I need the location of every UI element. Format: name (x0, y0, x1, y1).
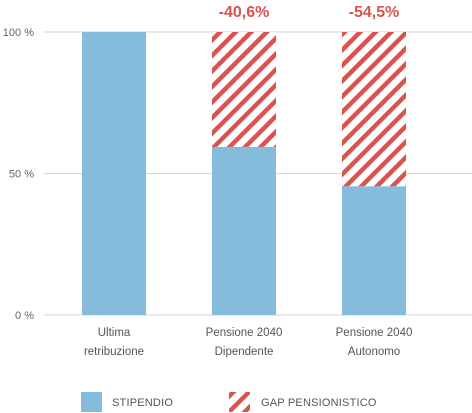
legend-swatch-gap-pensionistico (229, 392, 250, 412)
y-tick-label: 50 % (9, 169, 34, 181)
bar-gap-pensionistico (212, 32, 276, 147)
x-axis: Ultima retribuzione Pensione 2040 Dipendent… (84, 327, 412, 358)
gap-annotations: -40,6% -54,5% (219, 4, 400, 21)
legend-swatch-stipendio (81, 392, 102, 412)
legend-label-stipendio: STIPENDIO (112, 397, 173, 409)
legend-label-gap-pensionistico: GAP PENSIONISTICO (261, 397, 377, 409)
gap-percent-label: -54,5% (349, 4, 400, 21)
category-label: retribuzione (84, 346, 144, 358)
category-label: Pensione 2040 (336, 327, 413, 339)
bar-stipendio (342, 186, 406, 315)
gap-percent-label: -40,6% (219, 4, 270, 21)
category-label: Dipendente (215, 346, 274, 358)
bar-gap-pensionistico (342, 32, 406, 187)
y-tick-label: 0 % (15, 310, 34, 322)
category-label: Ultima (98, 327, 131, 339)
bar-stipendio (212, 146, 276, 315)
y-axis: 0 % 50 % 100 % (3, 27, 34, 322)
y-tick-label: 100 % (3, 27, 34, 39)
category-label: Pensione 2040 (206, 327, 283, 339)
legend: STIPENDIO GAP PENSIONISTICO (81, 392, 377, 412)
category-label: Autonomo (348, 346, 400, 358)
bars (82, 32, 406, 315)
bar-stipendio (82, 32, 146, 315)
